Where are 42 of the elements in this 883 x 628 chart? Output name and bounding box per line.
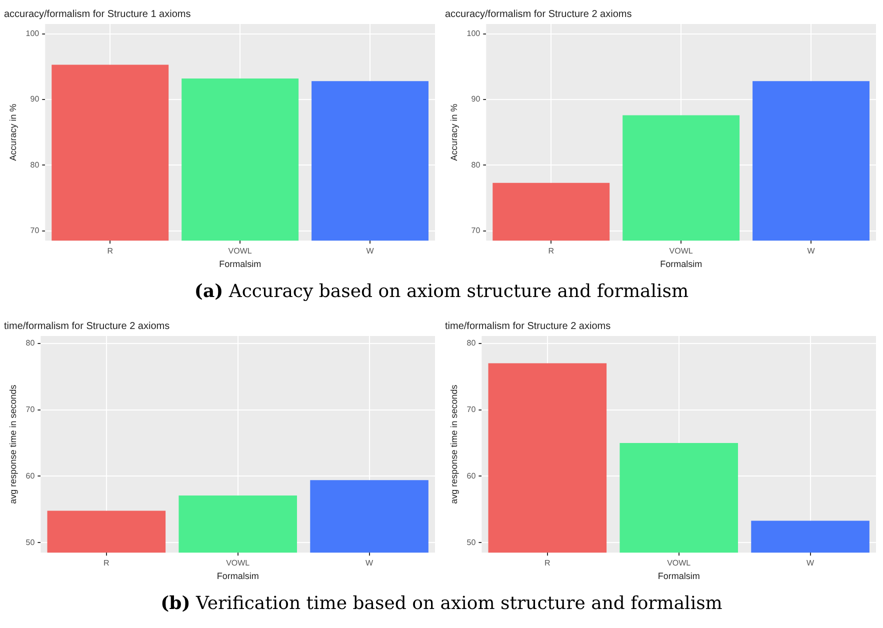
x-tick-label: W xyxy=(807,246,816,256)
y-tick-label: 50 xyxy=(466,538,476,547)
y-tick-label: 80 xyxy=(30,160,40,170)
y-axis-title: Accuracy in % xyxy=(8,104,18,161)
y-tick-label: 80 xyxy=(466,338,476,348)
y-tick-label: 70 xyxy=(26,404,36,414)
x-tick-label: R xyxy=(548,246,554,256)
chart-title: time/formalism for Structure 2 axioms xyxy=(445,320,611,332)
y-axis-title: avg response time in seconds xyxy=(8,384,18,504)
x-tick-label: VOWL xyxy=(226,558,250,568)
x-tick-label: W xyxy=(366,246,374,256)
x-axis-title: Formalsim xyxy=(658,571,700,582)
x-tick-label: VOWL xyxy=(669,246,694,256)
y-tick-label: 100 xyxy=(26,29,40,38)
x-tick-label: R xyxy=(107,246,114,256)
x-tick-label: R xyxy=(544,558,551,568)
x-axis-title: Formalsim xyxy=(216,571,259,582)
x-tick-label: VOWL xyxy=(228,246,252,256)
x-tick-label: W xyxy=(366,558,374,568)
y-tick-label: 80 xyxy=(471,160,481,170)
y-tick-label: 50 xyxy=(26,538,36,547)
x-axis-title: Formalsim xyxy=(660,259,702,270)
chart-title: time/formalism for Structure 2 axioms xyxy=(4,320,170,332)
y-tick-label: 70 xyxy=(30,226,40,235)
x-tick-label: VOWL xyxy=(667,558,692,568)
x-tick-label: W xyxy=(806,558,814,568)
text: (a) Accuracy based on axiom structure and formalism xyxy=(193,280,690,304)
y-axis-title: Accuracy in % xyxy=(448,104,459,161)
chart-title: accuracy/formalism for Structure 1 axioms xyxy=(4,8,191,20)
chart-title: accuracy/formalism for Structure 2 axioms xyxy=(445,8,632,20)
y-tick-label: 100 xyxy=(466,29,481,38)
y-tick-label: 80 xyxy=(26,338,36,348)
text: (b) Verification time based on axiom structure and formalism xyxy=(160,592,724,616)
y-tick-label: 70 xyxy=(471,226,481,235)
y-axis-title: avg response time in seconds xyxy=(448,384,459,504)
y-tick-label: 60 xyxy=(466,471,476,480)
x-axis-title: Formalsim xyxy=(219,259,262,270)
y-tick-label: 90 xyxy=(471,94,481,104)
y-tick-label: 60 xyxy=(26,471,36,480)
y-tick-label: 90 xyxy=(30,94,40,104)
x-tick-label: R xyxy=(104,558,110,568)
y-tick-label: 70 xyxy=(466,404,476,414)
